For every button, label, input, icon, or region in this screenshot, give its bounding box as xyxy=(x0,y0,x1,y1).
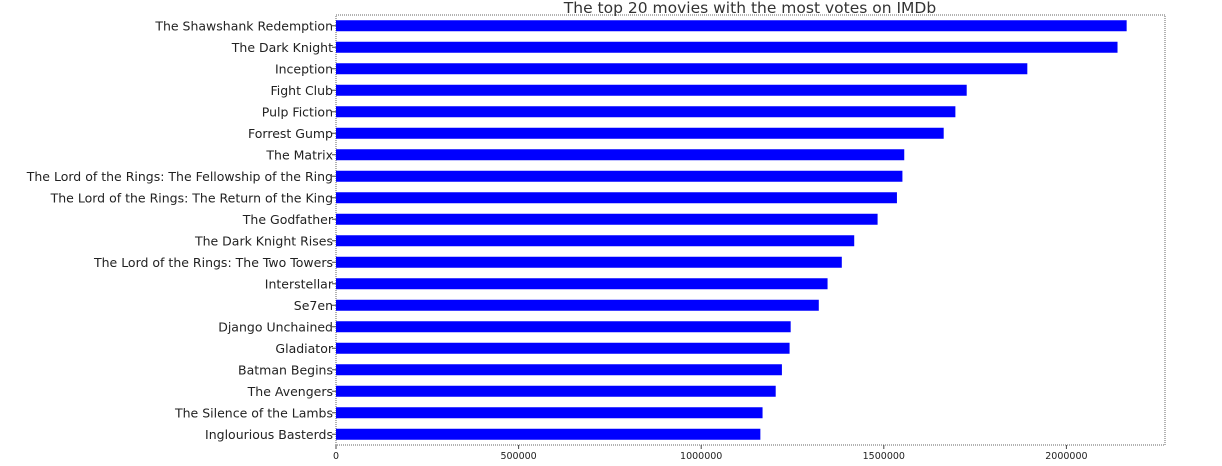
bar xyxy=(336,149,905,161)
category-label: Pulp Fiction xyxy=(262,104,333,119)
category-label: The Dark Knight Rises xyxy=(194,233,333,248)
bar xyxy=(336,428,761,440)
category-label: The Matrix xyxy=(265,147,333,162)
category-label: The Lord of the Rings: The Two Towers xyxy=(93,255,333,270)
category-label: Gladiator xyxy=(275,341,333,356)
bar xyxy=(336,192,897,204)
category-label: Forrest Gump xyxy=(248,126,333,141)
bar xyxy=(336,278,828,290)
bar xyxy=(336,20,1127,32)
x-tick-label: 500000 xyxy=(500,451,536,462)
bar xyxy=(336,407,763,419)
category-label: The Avengers xyxy=(247,384,333,399)
bar xyxy=(336,127,944,139)
bars-layer xyxy=(336,20,1127,440)
category-label: Django Unchained xyxy=(218,319,333,334)
category-label: The Godfather xyxy=(242,212,334,227)
bar xyxy=(336,385,776,397)
category-label: Se7en xyxy=(294,298,333,313)
bar xyxy=(336,256,842,268)
category-label: The Dark Knight xyxy=(231,40,333,55)
x-tick-label: 1500000 xyxy=(863,451,905,462)
bar xyxy=(336,41,1118,53)
category-labels: The Shawshank Redemption The Dark Knight I… xyxy=(26,18,336,442)
x-tick-label: 2000000 xyxy=(1045,451,1087,462)
category-label: The Lord of the Rings: The Return of the… xyxy=(50,190,333,205)
category-label: Fight Club xyxy=(270,83,333,98)
bar xyxy=(336,63,1028,75)
bar xyxy=(336,364,782,376)
bar xyxy=(336,106,956,118)
bar xyxy=(336,321,791,333)
bar xyxy=(336,342,790,354)
category-label: The Shawshank Redemption xyxy=(154,18,333,33)
bar xyxy=(336,299,819,311)
plot-frame xyxy=(335,14,1166,446)
bar xyxy=(336,170,903,182)
category-label: Batman Begins xyxy=(238,362,333,377)
category-label: The Lord of the Rings: The Fellowship of… xyxy=(26,169,333,184)
category-label: Inception xyxy=(275,61,333,76)
x-tick-label: 0 xyxy=(333,451,339,462)
bar xyxy=(336,235,855,247)
chart-title: The top 20 movies with the most votes on… xyxy=(563,0,936,17)
x-tick-label: 1000000 xyxy=(680,451,722,462)
category-label: The Silence of the Lambs xyxy=(174,405,333,420)
category-label: Interstellar xyxy=(265,276,334,291)
bar xyxy=(336,84,967,96)
category-label: Inglourious Basterds xyxy=(205,427,333,442)
x-axis-ticks: 0 500000 1000000 1500000 2000000 xyxy=(333,445,1088,462)
bar xyxy=(336,213,878,225)
